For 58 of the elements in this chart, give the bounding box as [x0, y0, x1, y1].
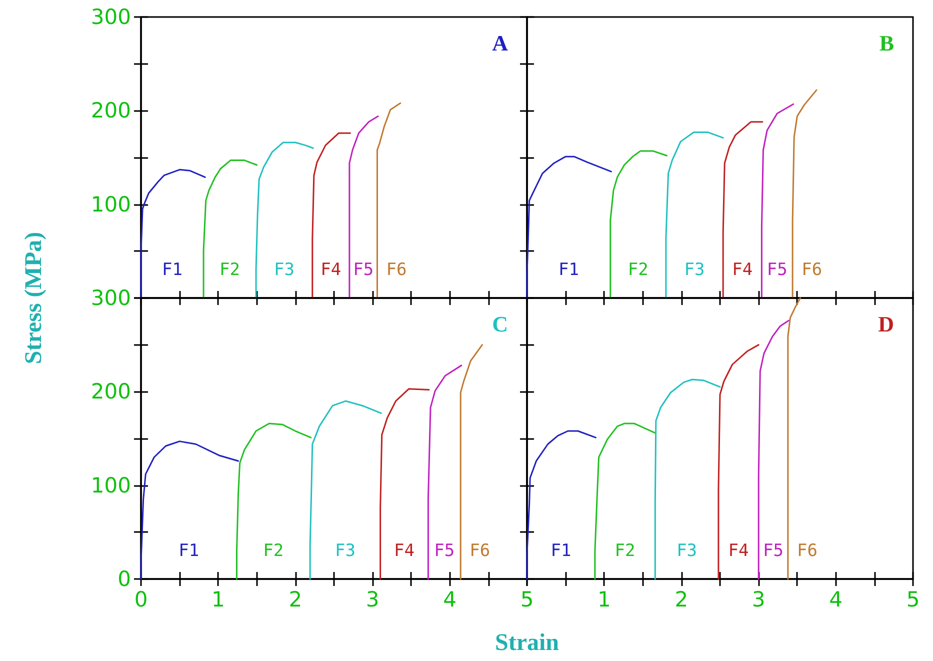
y-tick-label: 300: [90, 286, 131, 310]
x-tick-label: 3: [366, 588, 380, 612]
y-tick-label: 100: [90, 192, 131, 216]
series-label: F6: [796, 540, 818, 561]
line-series: [236, 422, 312, 580]
series-label: F4: [394, 540, 414, 561]
x-tick-label: 4: [443, 588, 456, 612]
series-label: F4: [320, 260, 342, 280]
series-label: F1: [558, 260, 579, 280]
text: C: [492, 312, 508, 336]
x-tick-label: 5: [906, 588, 920, 612]
line-series: [140, 440, 240, 580]
series-label: F2: [263, 540, 284, 561]
series-label: F5: [434, 540, 455, 561]
x-tick-label: 5: [520, 588, 534, 612]
series-label: F4: [728, 540, 749, 561]
series-label: F3: [684, 260, 705, 280]
line-series: [427, 364, 462, 580]
line-series: [255, 142, 314, 299]
series-label: F5: [353, 260, 374, 280]
x-tick-label: 2: [288, 588, 302, 612]
y-tick-label: 200: [90, 98, 131, 123]
series-label: F2: [628, 260, 648, 280]
y-tick-label: 300: [90, 5, 131, 29]
text: F1: [178, 540, 200, 561]
line-series: [380, 388, 430, 580]
series-label: F2: [614, 540, 636, 561]
text: A: [492, 30, 508, 56]
line-series: [202, 160, 258, 299]
x-tick-label: 3: [752, 588, 766, 612]
y-axis-title: Stress (MPa): [21, 232, 47, 364]
series-label: F5: [766, 260, 788, 280]
y-tick-label: 200: [90, 380, 131, 404]
x-tick-label: 0: [134, 588, 148, 612]
series-label: F3: [676, 540, 698, 561]
series-label: F2: [220, 260, 240, 280]
text: D: [878, 312, 894, 336]
x-tick-label: 2: [674, 588, 688, 612]
x-tick-label: 4: [829, 588, 842, 612]
line-series: [309, 400, 382, 580]
y-tick-label: 100: [90, 473, 131, 498]
text: B: [879, 30, 894, 56]
series-label: F5: [763, 540, 784, 561]
series-label: F6: [802, 260, 822, 280]
series-label: F3: [274, 260, 294, 280]
x-tick-label: 1: [212, 588, 225, 612]
x-tick-label: 1: [598, 588, 611, 612]
series-label: F3: [334, 540, 356, 561]
series-label: F1: [162, 260, 183, 280]
series-label: F6: [386, 260, 407, 280]
line-series: [312, 132, 351, 299]
series-label: F1: [550, 540, 572, 561]
y-tick-label: 0: [118, 567, 131, 591]
series-label: F6: [470, 540, 490, 561]
line-series: [140, 168, 206, 299]
series-label: F4: [732, 260, 753, 280]
x-axis-title: Strain: [494, 630, 560, 656]
line-series: [348, 116, 379, 299]
